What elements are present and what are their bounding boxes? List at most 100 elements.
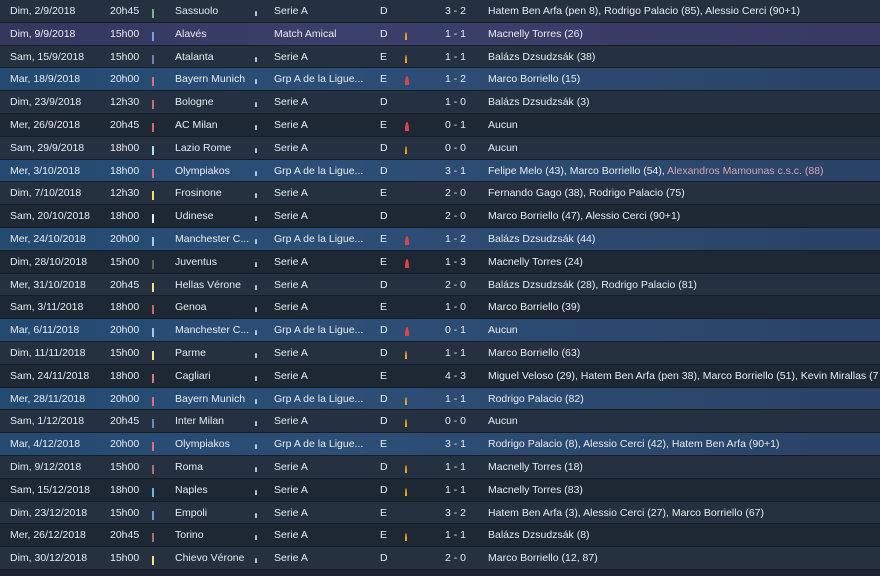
competition-name[interactable]: Serie A [274, 529, 308, 542]
fixture-row[interactable]: Mer, 24/10/2018 20h00 Manchester C... Gr… [0, 227, 880, 251]
competition-name[interactable]: Serie A [274, 278, 308, 291]
opponent-name[interactable]: Olympiakos [175, 438, 230, 451]
competition-name[interactable]: Serie A [274, 346, 308, 359]
opponent-name[interactable]: Juventus [175, 255, 218, 268]
scorers: Hatem Ben Arfa (3), Alessio Cerci (27), … [488, 506, 765, 519]
match-time: 18h00 [110, 164, 140, 177]
competition-name[interactable]: Grp A de la Ligue... [274, 392, 364, 405]
venue: D [380, 415, 388, 428]
competition-name[interactable]: Serie A [274, 415, 308, 428]
tv-icon [255, 417, 269, 427]
match-time: 18h00 [110, 210, 140, 223]
competition-name[interactable]: Serie A [274, 5, 308, 17]
competition-name[interactable]: Serie A [274, 552, 308, 565]
opponent-name[interactable]: Empoli [175, 506, 208, 519]
opponent-name[interactable]: Sassuolo [175, 5, 219, 17]
opponent-name[interactable]: Udinese [175, 210, 214, 223]
opponent-name[interactable]: Parme [175, 346, 206, 359]
fixture-row[interactable]: Mer, 3/10/2018 18h00 Olympiakos Grp A de… [0, 159, 880, 183]
opponent-name[interactable]: Bayern Munich [175, 73, 246, 86]
fixture-row[interactable]: Sam, 15/12/2018 18h00 Naples Serie A D 1… [0, 478, 880, 502]
fixture-row[interactable]: Mer, 28/11/2018 20h00 Bayern Munich Grp … [0, 387, 880, 411]
club-crest-icon [152, 187, 166, 201]
score: 3 - 2 [445, 506, 467, 519]
opponent-name[interactable]: Roma [175, 460, 204, 473]
opponent-name[interactable]: Atalanta [175, 50, 214, 63]
competition-name[interactable]: Serie A [274, 483, 308, 496]
competition-name[interactable]: Serie A [274, 460, 308, 473]
competition-name[interactable]: Serie A [274, 187, 308, 200]
fixture-row[interactable]: Mer, 31/10/2018 20h45 Hellas Vérone Seri… [0, 273, 880, 297]
competition-name[interactable]: Grp A de la Ligue... [274, 232, 364, 245]
competition-name[interactable]: Serie A [274, 118, 308, 131]
fixture-row[interactable]: Sam, 1/12/2018 20h45 Inter Milan Serie A… [0, 410, 880, 434]
opponent-name[interactable]: Hellas Vérone [175, 278, 241, 291]
result-icon [405, 96, 419, 108]
fixture-row[interactable]: Sam, 3/11/2018 18h00 Genoa Serie A E 1 -… [0, 296, 880, 320]
competition-name[interactable]: Match Amical [274, 27, 337, 40]
competition-name[interactable]: Serie A [274, 506, 308, 519]
competition-name[interactable]: Grp A de la Ligue... [274, 324, 364, 337]
opponent-name[interactable]: Cagliari [175, 369, 211, 382]
fixture-row[interactable]: Mar, 4/12/2018 20h00 Olympiakos Grp A de… [0, 433, 880, 456]
fixture-row[interactable]: Sam, 15/9/2018 15h00 Atalanta Serie A E … [0, 45, 880, 69]
opponent-name[interactable]: Lazio Rome [175, 141, 232, 154]
opponent-name[interactable]: Alavés [175, 27, 207, 40]
opponent-name[interactable]: Inter Milan [175, 415, 225, 428]
fixture-row[interactable]: Dim, 28/10/2018 15h00 Juventus Serie A E… [0, 250, 880, 274]
opponent-name[interactable]: Frosinone [175, 187, 222, 200]
match-date: Dim, 23/12/2018 [10, 506, 88, 519]
match-time: 12h30 [110, 96, 140, 109]
tv-icon [255, 167, 269, 176]
competition-name[interactable]: Serie A [274, 50, 308, 63]
competition-name[interactable]: Serie A [274, 301, 308, 314]
competition-name[interactable]: Serie A [274, 96, 308, 109]
match-time: 15h00 [110, 255, 140, 268]
match-date: Dim, 30/12/2018 [10, 552, 88, 565]
competition-name[interactable]: Serie A [274, 210, 308, 223]
fixture-row[interactable]: Mar, 6/11/2018 20h00 Manchester C... Grp… [0, 319, 880, 342]
match-date: Mar, 18/9/2018 [10, 73, 81, 86]
fixture-row[interactable]: Dim, 23/9/2018 12h30 Bologne Serie A D 1… [0, 91, 880, 114]
opponent-name[interactable]: Olympiakos [175, 164, 230, 177]
competition-name[interactable]: Grp A de la Ligue... [274, 73, 364, 86]
competition-name[interactable]: Grp A de la Ligue... [274, 438, 364, 451]
opponent-name[interactable]: Torino [175, 529, 204, 542]
opponent-name[interactable]: Manchester C... [175, 324, 250, 337]
result-icon [405, 51, 419, 63]
competition-name[interactable]: Serie A [274, 369, 308, 382]
fixture-row[interactable]: Dim, 9/12/2018 15h00 Roma Serie A D 1 - … [0, 455, 880, 479]
fixture-row[interactable]: Mer, 26/9/2018 20h45 AC Milan Serie A E … [0, 113, 880, 137]
fixture-row[interactable]: Mer, 26/12/2018 20h45 Torino Serie A E 1… [0, 524, 880, 548]
competition-name[interactable]: Grp A de la Ligue... [274, 164, 364, 177]
competition-name[interactable]: Serie A [274, 141, 308, 154]
opponent-name[interactable]: Manchester C... [175, 232, 250, 245]
opponent-name[interactable]: AC Milan [175, 118, 218, 131]
fixture-row[interactable]: Dim, 9/9/2018 15h00 Alavés Match Amical … [0, 22, 880, 46]
tv-icon [255, 258, 269, 267]
fixture-row[interactable]: Dim, 30/12/2018 15h00 Chievo Vérone Seri… [0, 547, 880, 570]
match-time: 12h30 [110, 187, 140, 200]
fixture-row[interactable]: Dim, 2/9/2018 20h45 Sassuolo Serie A D 3… [0, 0, 880, 23]
club-crest-icon [152, 279, 166, 292]
opponent-name[interactable]: Bologne [175, 96, 214, 109]
match-time: 18h00 [110, 369, 140, 382]
score: 3 - 1 [445, 164, 467, 177]
fixture-row[interactable]: Mar, 18/9/2018 20h00 Bayern Munich Grp A… [0, 68, 880, 92]
tv-icon [255, 486, 269, 495]
fixture-row[interactable]: Sam, 20/10/2018 18h00 Udinese Serie A D … [0, 205, 880, 228]
tv-icon [255, 463, 269, 472]
fixture-row[interactable]: Sam, 29/9/2018 18h00 Lazio Rome Serie A … [0, 136, 880, 160]
fixture-row[interactable]: Dim, 7/10/2018 12h30 Frosinone Serie A E… [0, 182, 880, 206]
match-time: 20h45 [110, 415, 140, 428]
venue: E [380, 50, 388, 63]
match-date: Mer, 28/11/2018 [10, 392, 86, 405]
opponent-name[interactable]: Genoa [175, 301, 207, 314]
opponent-name[interactable]: Chievo Vérone [175, 552, 245, 565]
competition-name[interactable]: Serie A [274, 255, 308, 268]
opponent-name[interactable]: Naples [175, 483, 208, 496]
fixture-row[interactable]: Sam, 24/11/2018 18h00 Cagliari Serie A E… [0, 364, 880, 388]
opponent-name[interactable]: Bayern Munich [175, 392, 246, 405]
fixture-row[interactable]: Dim, 11/11/2018 15h00 Parme Serie A D 1 … [0, 341, 880, 365]
fixture-row[interactable]: Dim, 23/12/2018 15h00 Empoli Serie A E 3… [0, 501, 880, 525]
